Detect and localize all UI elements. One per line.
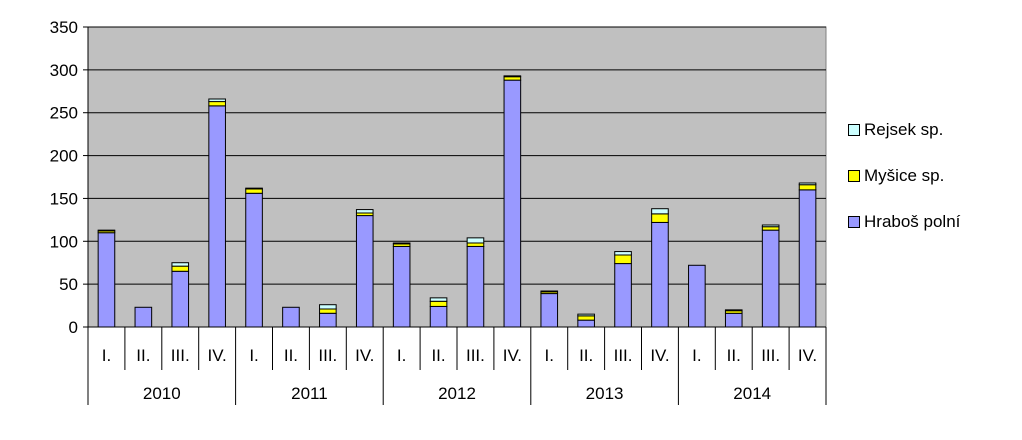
bar-segment-2: [392, 242, 411, 245]
bar-segment-0: [651, 221, 669, 328]
y-tick-label: 300: [50, 61, 78, 80]
bar-segment-0: [503, 79, 522, 328]
bar-segment-2: [540, 290, 559, 293]
x-group-label: 2010: [143, 384, 181, 403]
y-tick-label: 100: [50, 232, 78, 251]
bar-segment-0: [724, 312, 743, 328]
bar-segment-0: [614, 263, 632, 328]
bar-segment-0: [245, 192, 263, 328]
legend: Rejsek sp. Myšice sp. Hraboš polní: [848, 120, 1018, 258]
x-group-label: 2011: [291, 384, 328, 403]
bar-segment-0: [798, 189, 817, 328]
bar-segment-1: [651, 213, 669, 223]
bar-segment-2: [577, 313, 595, 317]
bar-segment-2: [245, 187, 263, 190]
bar-segment-2: [208, 98, 226, 103]
bar-segment-1: [429, 300, 448, 307]
bar-segment-2: [466, 237, 485, 244]
y-tick-label: 0: [69, 318, 78, 337]
bar-segment-2: [171, 262, 190, 267]
legend-swatch: [848, 170, 860, 182]
x-category-label: III.: [318, 346, 337, 365]
x-group-label: 2014: [733, 384, 771, 403]
bar-segment-2: [429, 297, 448, 302]
legend-swatch: [848, 216, 860, 228]
y-tick-label: 250: [50, 104, 78, 123]
bar-segment-2: [97, 229, 116, 232]
legend-item: Rejsek sp.: [848, 120, 1018, 140]
x-category-label: I.: [249, 346, 258, 365]
bar-segment-0: [208, 105, 226, 328]
bar-segment-1: [761, 226, 780, 231]
bar-segment-1: [614, 254, 632, 265]
x-category-label: III.: [614, 346, 633, 365]
legend-label: Rejsek sp.: [864, 120, 944, 139]
x-category-label: II.: [284, 346, 298, 365]
bar-segment-0: [97, 232, 116, 328]
x-category-label: IV.: [650, 346, 669, 365]
x-category-label: II.: [136, 346, 150, 365]
y-tick-label: 200: [50, 147, 78, 166]
x-category-label: II.: [431, 346, 445, 365]
legend-label: Myšice sp.: [864, 166, 945, 185]
x-category-label: III.: [171, 346, 190, 365]
y-tick-label: 350: [50, 18, 78, 37]
bar-segment-2: [798, 182, 817, 186]
x-category-label: II.: [727, 346, 741, 365]
bar-segment-1: [466, 242, 485, 247]
x-category-label: I.: [545, 346, 554, 365]
bar-segment-2: [761, 224, 780, 228]
legend-item: Hraboš polní: [848, 212, 1018, 232]
x-category-label: I.: [397, 346, 406, 365]
x-group-label: 2013: [586, 384, 624, 403]
x-category-label: IV.: [503, 346, 522, 365]
bar-segment-1: [171, 265, 190, 272]
x-category-label: II.: [579, 346, 593, 365]
bar-segment-0: [392, 245, 411, 328]
bar-segment-0: [429, 305, 448, 328]
legend-item: Myšice sp.: [848, 166, 1018, 186]
bar-segment-2: [319, 304, 337, 310]
bar-segment-2: [503, 75, 522, 78]
bar-segment-0: [171, 270, 190, 328]
bar-segment-1: [208, 101, 226, 107]
y-axis: 0 50 100 150 200 250 300 350: [50, 18, 89, 337]
bar-segment-1: [319, 308, 337, 314]
bar-segment-1: [503, 76, 522, 81]
bar-segment-2: [355, 209, 374, 214]
legend-swatch: [848, 124, 860, 136]
x-category-label: I.: [102, 346, 111, 365]
x-axis: I. II. III. IV. I. II. III. IV. I. II. III. IV. I. II…: [87, 326, 827, 405]
bar-segment-2: [724, 309, 743, 312]
bar-segment-0: [540, 293, 559, 328]
bar-segment-0: [319, 312, 337, 328]
bar-segment-0: [282, 306, 300, 328]
bar-segment-0: [134, 306, 153, 328]
y-tick-label: 50: [59, 275, 78, 294]
x-category-label: IV.: [355, 346, 374, 365]
bar-segment-2: [651, 208, 669, 215]
bar-segment-1: [245, 188, 263, 194]
bar-segment-2: [614, 251, 632, 256]
bar-segment-0: [355, 215, 374, 328]
bar-segment-1: [798, 184, 817, 191]
x-category-label: I.: [692, 346, 701, 365]
x-category-label: III.: [466, 346, 485, 365]
y-tick-label: 150: [50, 189, 78, 208]
x-category-label: III.: [761, 346, 780, 365]
bar-segment-1: [577, 315, 595, 321]
plot-area: [87, 26, 827, 328]
bar-segment-0: [577, 319, 595, 328]
x-category-label: IV.: [208, 346, 227, 365]
legend-label: Hraboš polní: [864, 212, 961, 231]
x-category-label: IV.: [798, 346, 817, 365]
bar-segment-0: [466, 245, 485, 328]
bar-segment-0: [761, 229, 780, 328]
x-group-label: 2012: [438, 384, 476, 403]
bar-segment-0: [688, 264, 706, 328]
